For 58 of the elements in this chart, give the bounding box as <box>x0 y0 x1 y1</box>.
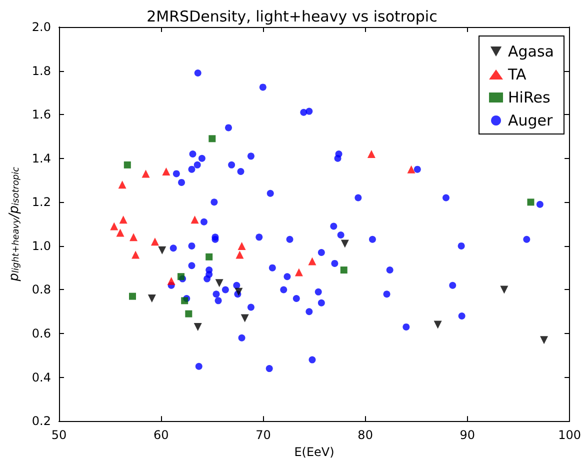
point <box>158 246 166 254</box>
point <box>142 170 150 178</box>
point <box>238 242 246 250</box>
point <box>294 268 303 276</box>
y-tick-label: 1.4 <box>32 151 51 166</box>
legend-label: Auger <box>508 112 554 130</box>
point <box>150 238 159 246</box>
point <box>190 216 199 224</box>
x-tick-label: 70 <box>256 428 271 442</box>
y-tick-label: 0.2 <box>32 414 51 428</box>
point <box>234 288 243 296</box>
point <box>527 198 534 206</box>
legend-label: TA <box>507 66 528 84</box>
point <box>162 168 170 176</box>
x-tick-label: 60 <box>153 428 169 442</box>
point <box>129 292 136 300</box>
x-tick-label: 100 <box>558 428 581 442</box>
point <box>110 222 118 230</box>
y-tick-label: 0.6 <box>32 326 51 341</box>
point <box>208 135 216 142</box>
point <box>240 314 249 322</box>
y-tick-label: 1.2 <box>32 195 51 210</box>
point <box>194 322 202 331</box>
point <box>308 257 316 266</box>
point <box>540 336 548 344</box>
point <box>119 216 128 224</box>
point <box>434 320 442 329</box>
point <box>215 279 224 288</box>
point <box>181 297 188 304</box>
y-axis-title: plight+heavy/pisotropic <box>7 166 22 282</box>
point <box>340 240 349 248</box>
y-tick-label: 2.0 <box>32 20 51 34</box>
chart-title: 2MRSDensity, light+heavy vs isotropic <box>146 8 438 26</box>
point <box>340 266 348 274</box>
point <box>124 161 131 168</box>
point <box>500 286 508 294</box>
x-tick-label: 50 <box>51 428 67 442</box>
point <box>167 276 176 285</box>
point <box>236 250 244 259</box>
y-tick-label: 0.4 <box>32 370 51 384</box>
y-tick-label: 1.6 <box>32 108 51 122</box>
point <box>118 180 126 189</box>
point <box>130 233 138 242</box>
point <box>148 294 156 302</box>
y-tick-label: 1.8 <box>32 64 51 78</box>
point <box>185 310 192 318</box>
point <box>407 165 416 174</box>
point <box>116 228 124 237</box>
x-tick-label: 90 <box>460 428 476 442</box>
legend-label: Agasa <box>508 42 554 60</box>
y-tick-label: 1.0 <box>32 238 51 253</box>
y-tick-label: 0.8 <box>32 282 51 297</box>
x-axis-title: E(EeV) <box>294 445 334 459</box>
x-tick-label: 80 <box>358 428 373 442</box>
point <box>132 250 140 259</box>
legend-label: HiRes <box>508 88 550 106</box>
point <box>206 253 213 260</box>
point <box>367 150 376 158</box>
